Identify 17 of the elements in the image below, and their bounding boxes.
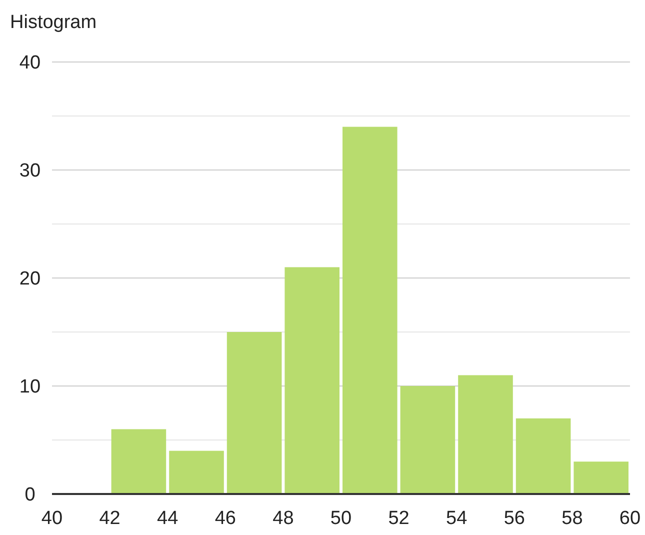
y-tick-label: 20 xyxy=(19,268,41,290)
x-tick-label: 58 xyxy=(562,508,583,529)
x-tick-label: 52 xyxy=(388,508,410,529)
y-tick-label: 40 xyxy=(19,52,41,74)
y-tick-label: 10 xyxy=(19,376,41,398)
x-tick-label: 60 xyxy=(619,508,641,529)
x-tick-label: 44 xyxy=(157,508,179,529)
y-tick-label: 0 xyxy=(24,484,36,506)
chart-title: Histogram xyxy=(10,12,97,33)
x-tick-label: 50 xyxy=(330,508,352,529)
x-tick-label: 42 xyxy=(99,508,120,529)
y-tick-label: 30 xyxy=(19,160,41,182)
x-tick-label: 48 xyxy=(272,508,294,529)
x-tick-label: 40 xyxy=(41,508,63,529)
x-tick-label: 46 xyxy=(214,508,236,529)
x-tick-label: 54 xyxy=(446,508,468,529)
x-tick-label: 56 xyxy=(504,508,525,529)
